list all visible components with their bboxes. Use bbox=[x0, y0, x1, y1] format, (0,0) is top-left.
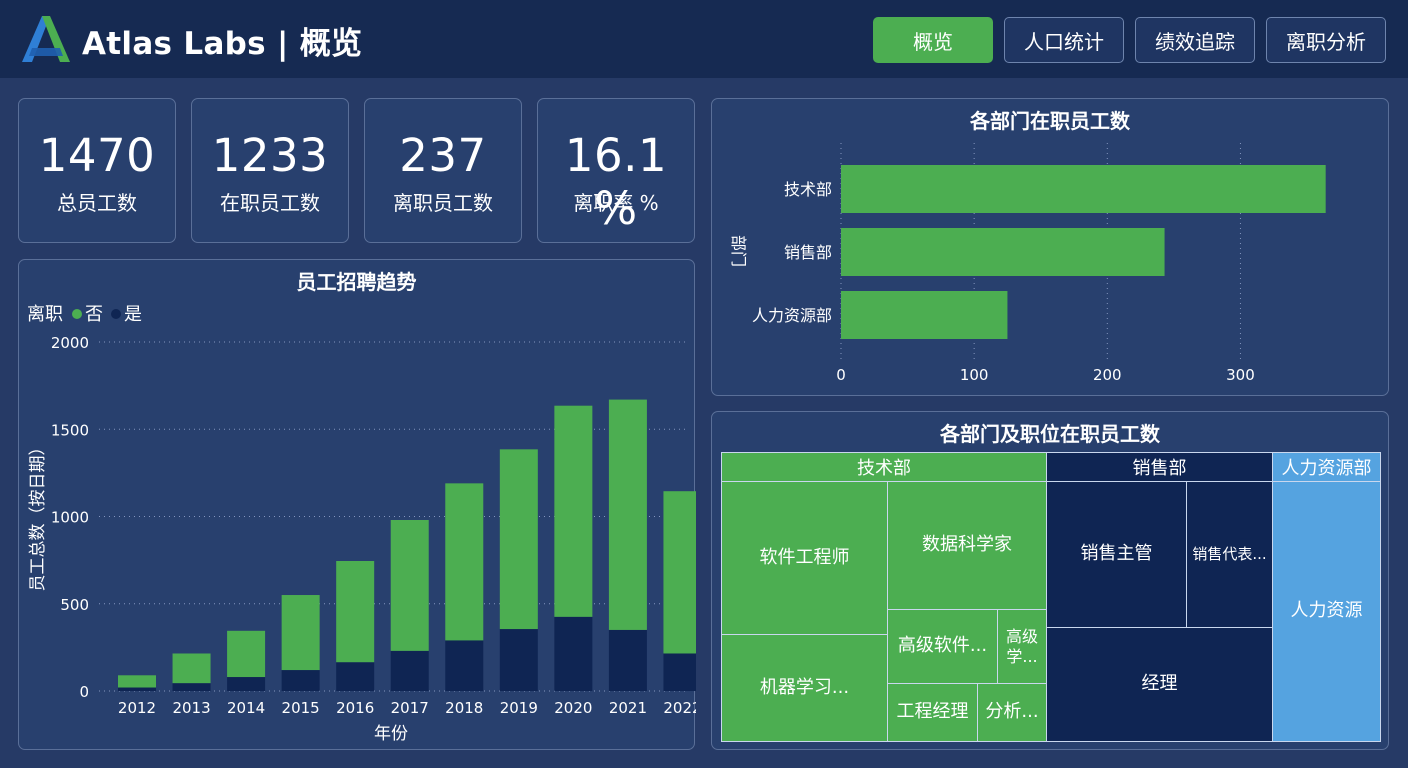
dept-bar[interactable] bbox=[841, 291, 1008, 339]
bar-segment[interactable] bbox=[554, 616, 593, 691]
x-tick-label: 2019 bbox=[500, 699, 538, 717]
bar-segment[interactable] bbox=[172, 683, 211, 691]
kpi-card-attrition-rate: 16.1 % 离职率 % bbox=[537, 98, 695, 243]
bar-segment[interactable] bbox=[499, 449, 538, 630]
bar-segment[interactable] bbox=[445, 640, 484, 691]
legend-yes-label: 是 bbox=[124, 304, 142, 325]
treemap-group-sales[interactable]: 销售部 bbox=[1046, 452, 1273, 482]
y-tick-label: 人力资源部 bbox=[752, 306, 832, 325]
bar-segment[interactable] bbox=[390, 650, 429, 691]
bar-segment[interactable] bbox=[227, 677, 266, 691]
x-tick-label: 2020 bbox=[554, 699, 592, 717]
bar-segment[interactable] bbox=[608, 629, 647, 691]
tab-overview[interactable]: 概览 bbox=[873, 17, 993, 63]
bar-segment[interactable] bbox=[281, 595, 320, 671]
treemap-title: 各部门及职位在职员工数 bbox=[940, 422, 1160, 446]
dept-y-axis-label: 部门 bbox=[729, 235, 748, 267]
treemap-cell-hr[interactable]: 人力资源 bbox=[1272, 481, 1381, 742]
treemap-cell-sales-executive[interactable]: 销售主管 bbox=[1046, 481, 1187, 628]
x-tick-label: 2014 bbox=[227, 699, 265, 717]
x-tick-label: 2013 bbox=[172, 699, 210, 717]
atlas-logo-icon bbox=[22, 16, 70, 62]
header-bar: Atlas Labs | 概览 概览 人口统计 绩效追踪 离职分析 bbox=[0, 0, 1408, 78]
kpi-card-total: 1470 总员工数 bbox=[18, 98, 176, 243]
bar-segment[interactable] bbox=[172, 653, 211, 684]
legend-title: 离职 bbox=[27, 304, 63, 325]
bar-segment[interactable] bbox=[499, 629, 538, 691]
y-tick-label: 500 bbox=[60, 596, 89, 614]
x-tick-label: 0 bbox=[836, 366, 846, 384]
treemap-cell-ml-engineer[interactable]: 机器学习... bbox=[721, 634, 888, 742]
dept-bar[interactable] bbox=[841, 228, 1165, 276]
bar-segment[interactable] bbox=[608, 399, 647, 630]
kpi-card-departed: 237 离职员工数 bbox=[364, 98, 522, 243]
x-tick-label: 100 bbox=[960, 366, 989, 384]
x-tick-label: 200 bbox=[1093, 366, 1122, 384]
x-tick-label: 300 bbox=[1226, 366, 1255, 384]
dept-chart-title: 各部门在职员工数 bbox=[970, 109, 1130, 133]
bar-segment[interactable] bbox=[663, 491, 696, 654]
bar-segment[interactable] bbox=[281, 670, 320, 691]
treemap-cell-senior-scientist[interactable]: 高级学... bbox=[997, 609, 1047, 684]
y-tick-label: 技术部 bbox=[784, 180, 832, 199]
x-tick-label: 2016 bbox=[336, 699, 374, 717]
x-tick-label: 2022 bbox=[663, 699, 696, 717]
treemap-group-hr[interactable]: 人力资源部 bbox=[1272, 452, 1381, 482]
bar-segment[interactable] bbox=[336, 662, 375, 691]
hiring-trend-chart: 离职 否 是 0 500 1000 1500 2000 2012 2013 2014 2015… bbox=[27, 304, 696, 744]
bar-segment[interactable] bbox=[118, 675, 156, 688]
bar-segment[interactable] bbox=[663, 653, 696, 691]
treemap-cell-software-engineer[interactable]: 软件工程师 bbox=[721, 481, 888, 635]
bar-segment[interactable] bbox=[445, 483, 484, 641]
dept-bar[interactable] bbox=[841, 165, 1326, 213]
hiring-x-axis-label: 年份 bbox=[374, 724, 408, 744]
y-tick-label: 2000 bbox=[51, 334, 89, 352]
kpi-card-active: 1233 在职员工数 bbox=[191, 98, 349, 243]
bar-segment[interactable] bbox=[227, 630, 266, 678]
bar-segment[interactable] bbox=[118, 687, 156, 691]
y-tick-label: 1500 bbox=[51, 421, 89, 439]
x-tick-label: 2021 bbox=[609, 699, 647, 717]
legend-no-label: 否 bbox=[85, 304, 103, 325]
kpi-value: 1470 bbox=[38, 129, 156, 182]
bar-segment[interactable] bbox=[554, 405, 593, 617]
treemap-cell-sales-rep[interactable]: 销售代表... bbox=[1186, 481, 1273, 628]
kpi-label: 总员工数 bbox=[57, 191, 137, 215]
hiring-trend-panel: 员工招聘趋势 离职 否 是 0 500 1000 1500 2000 2012 2013 2… bbox=[18, 259, 696, 750]
x-tick-label: 2017 bbox=[391, 699, 429, 717]
treemap-cell-senior-software[interactable]: 高级软件... bbox=[887, 609, 998, 684]
tab-attrition[interactable]: 离职分析 bbox=[1266, 17, 1386, 63]
treemap-cell-analyst[interactable]: 分析... bbox=[977, 683, 1047, 742]
tab-demographics[interactable]: 人口统计 bbox=[1004, 17, 1124, 63]
kpi-value: 237 bbox=[399, 129, 487, 182]
bar-segment[interactable] bbox=[336, 560, 375, 663]
treemap-cell-manager[interactable]: 经理 bbox=[1046, 627, 1273, 742]
x-tick-label: 2018 bbox=[445, 699, 483, 717]
kpi-label: 离职员工数 bbox=[393, 191, 493, 215]
treemap-cell-engineering-manager[interactable]: 工程经理 bbox=[887, 683, 978, 742]
y-tick-label: 1000 bbox=[51, 509, 89, 527]
hiring-chart-title: 员工招聘趋势 bbox=[296, 270, 417, 294]
hiring-y-axis-label: 员工总数（按日期） bbox=[28, 439, 48, 592]
app-title: Atlas Labs | 概览 bbox=[82, 26, 363, 62]
y-tick-label: 0 bbox=[79, 683, 89, 701]
bar-segment[interactable] bbox=[390, 519, 429, 651]
kpi-value: 16.1 % bbox=[564, 129, 668, 235]
legend-no-swatch bbox=[72, 309, 82, 319]
treemap-cell-data-scientist[interactable]: 数据科学家 bbox=[887, 481, 1047, 610]
dept-chart-panel: 各部门在职员工数 0 100 200 300 技术部销售部人力资源部 部门 bbox=[711, 98, 1389, 396]
x-tick-label: 2015 bbox=[282, 699, 320, 717]
legend-yes-swatch bbox=[111, 309, 121, 319]
kpi-label: 离职率 % bbox=[573, 191, 659, 215]
kpi-label: 在职员工数 bbox=[220, 191, 320, 215]
y-tick-label: 销售部 bbox=[784, 243, 832, 262]
treemap-group-tech[interactable]: 技术部 bbox=[721, 452, 1047, 482]
x-tick-label: 2012 bbox=[118, 699, 156, 717]
tab-performance[interactable]: 绩效追踪 bbox=[1135, 17, 1255, 63]
kpi-value: 1233 bbox=[211, 129, 329, 182]
